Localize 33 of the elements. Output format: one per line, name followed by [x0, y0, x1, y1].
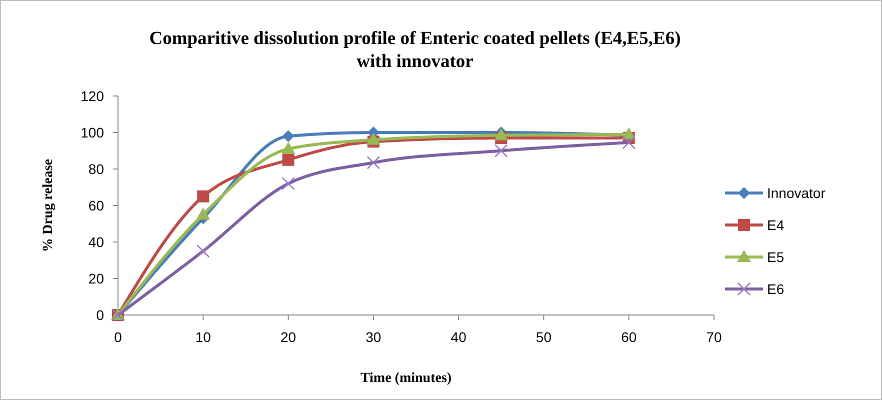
chart-title: Comparitive dissolution profile of Enteric coated pellets (E4,E5,E6) with innovator [149, 29, 681, 72]
legend-label: Innovator [767, 185, 826, 201]
x-tick-label: 30 [366, 329, 382, 345]
point [366, 156, 380, 170]
y-tick-label: 0 [96, 307, 104, 323]
x-tick-label: 20 [280, 329, 296, 345]
y-tick-label: 20 [88, 270, 104, 286]
x-axis-title: Time (minutes) [360, 371, 452, 386]
point [282, 130, 294, 142]
x-tick-label: 10 [195, 329, 212, 345]
legend-label: E6 [767, 281, 784, 297]
point [196, 244, 210, 258]
y-tick-label: 60 [88, 198, 104, 214]
y-tick-label: 80 [88, 161, 104, 177]
y-tick-label: 100 [80, 124, 104, 140]
legend-label: E4 [767, 217, 784, 233]
x-tick-label: 60 [621, 329, 637, 345]
point [494, 144, 508, 158]
legend-label: E5 [767, 249, 784, 265]
point [281, 142, 296, 154]
y-axis-title: % Drug release [41, 158, 56, 252]
y-tick-label: 40 [88, 234, 104, 250]
x-tick-label: 40 [450, 329, 467, 345]
point [197, 190, 210, 202]
x-tick-label: 0 [114, 329, 122, 345]
x-tick-label: 70 [706, 329, 722, 345]
point [366, 132, 380, 145]
point [196, 208, 210, 220]
y-tick-label: 120 [80, 88, 104, 104]
point [622, 136, 636, 150]
x-tick-label: 50 [536, 329, 552, 345]
point [282, 176, 295, 190]
point [282, 154, 294, 166]
